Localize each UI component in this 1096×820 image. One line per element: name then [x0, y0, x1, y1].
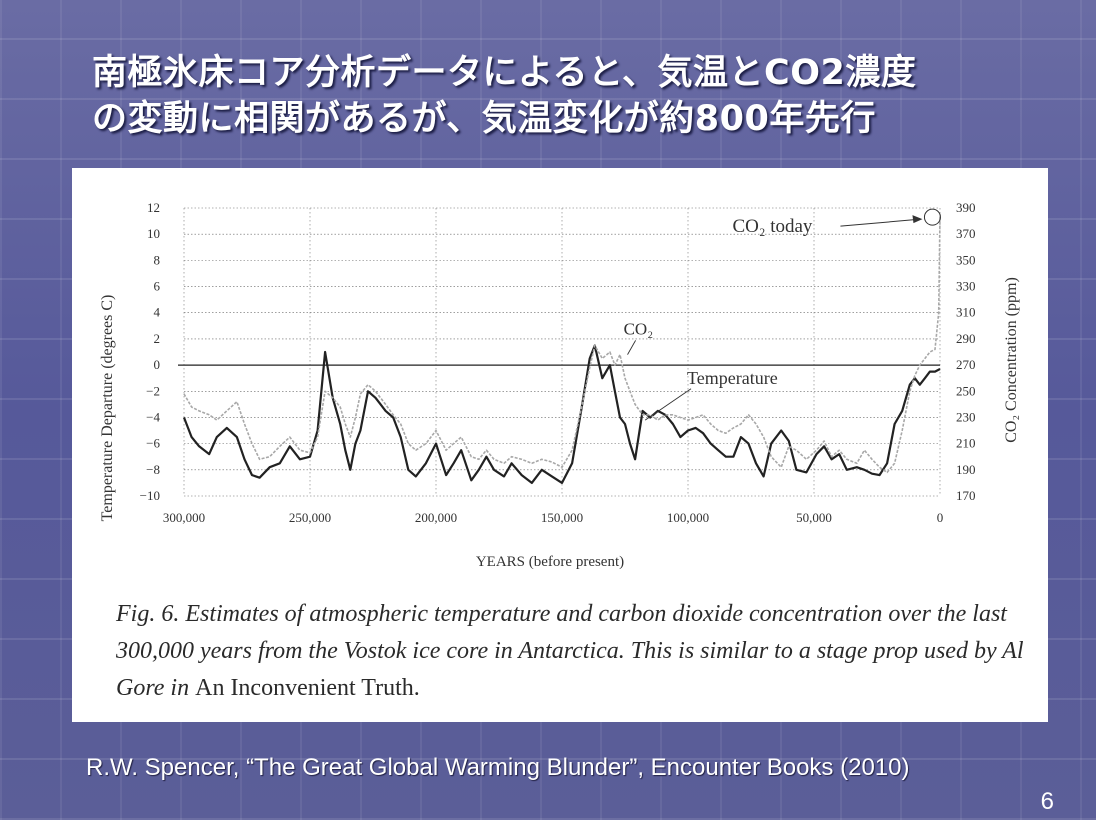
slide-title-line1: 南極氷床コア分析データによると、気温とCO2濃度 [92, 53, 917, 93]
y-tick-label: −4 [146, 409, 160, 424]
co2-label-pointer [627, 340, 636, 355]
annotations: CO₂ today CO₂ Temperature [624, 208, 941, 421]
y2-tick-label: 270 [956, 357, 976, 372]
y-tick-label: 8 [154, 252, 161, 267]
temperature-label-pointer [644, 388, 692, 421]
co2-today-label: CO₂ today [732, 216, 812, 237]
co2-series-label: CO₂ [624, 319, 654, 338]
y-tick-label: 2 [154, 331, 161, 346]
y-tick-label: 10 [147, 226, 160, 241]
y2-tick-label: 170 [956, 488, 976, 503]
x-tick-label: 0 [937, 510, 944, 525]
y2-tick-label: 230 [956, 409, 976, 424]
x-tick-label: 50,000 [796, 510, 832, 525]
y2-tick-label: 250 [956, 383, 976, 398]
temperature-series-label: Temperature [687, 368, 778, 388]
y-tick-label: −8 [146, 462, 160, 477]
slide-title-line2: の変動に相関があるが、気温変化が約800年先行 [92, 99, 876, 139]
slide-number: 6 [1040, 788, 1054, 815]
source-citation: R.W. Spencer, “The Great Global Warming … [86, 754, 910, 781]
y2-tick-label: 390 [956, 200, 976, 215]
y-tick-label: −2 [146, 383, 160, 398]
co2-today-arrowhead [912, 215, 923, 224]
chart-grid [183, 207, 941, 497]
co2-today-arrow [840, 218, 921, 227]
chart-figure: 12 10 8 6 4 2 0 −2 −4 −6 −8 −10 300,000 250,000 200,00… [72, 168, 1048, 722]
caption-text: Fig. 6. Estimates of atmospheric tempera… [116, 601, 1024, 701]
co2-today-circle [923, 208, 941, 226]
y-tick-label: −6 [146, 436, 160, 451]
co2-series-line [183, 214, 941, 474]
y2-tick-label: 290 [956, 331, 976, 346]
y-tick-label: 0 [154, 357, 161, 372]
x-tick-label: 150,000 [541, 510, 583, 525]
y2-tick-label: 330 [956, 279, 976, 294]
y-axis-label: Temperature Departure (degrees C) [99, 295, 116, 522]
caption-book-title: An Inconvenient Truth. [195, 675, 420, 701]
y2-tick-label: 210 [956, 436, 976, 451]
y2-tick-label: 190 [956, 462, 976, 477]
y2-axis-label: CO₂ Concentration (ppm) [1003, 277, 1020, 443]
y2-tick-label: 310 [956, 305, 976, 320]
figure-caption: Fig. 6. Estimates of atmospheric tempera… [116, 596, 1036, 707]
y-tick-label: 4 [154, 305, 161, 320]
y-tick-label: 12 [147, 200, 160, 215]
series-layer [182, 214, 941, 484]
x-tick-label: 300,000 [163, 510, 205, 525]
x-tick-label: 250,000 [289, 510, 331, 525]
x-tick-label: 100,000 [667, 510, 709, 525]
x-axis-label: YEARS (before present) [476, 554, 624, 570]
temperature-series-line [182, 344, 941, 484]
y-tick-label: −10 [140, 488, 160, 503]
y2-tick-label: 370 [956, 226, 976, 241]
slide-title: 南極氷床コア分析データによると、気温とCO2濃度 の変動に相関があるが、気温変化… [92, 50, 916, 142]
x-tick-label: 200,000 [415, 510, 457, 525]
y-tick-label: 6 [154, 279, 161, 294]
y2-tick-label: 350 [956, 252, 976, 267]
